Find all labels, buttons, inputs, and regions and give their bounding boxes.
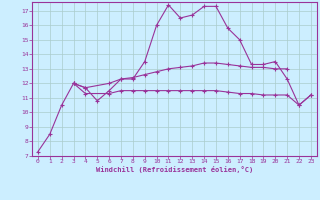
X-axis label: Windchill (Refroidissement éolien,°C): Windchill (Refroidissement éolien,°C)	[96, 166, 253, 173]
